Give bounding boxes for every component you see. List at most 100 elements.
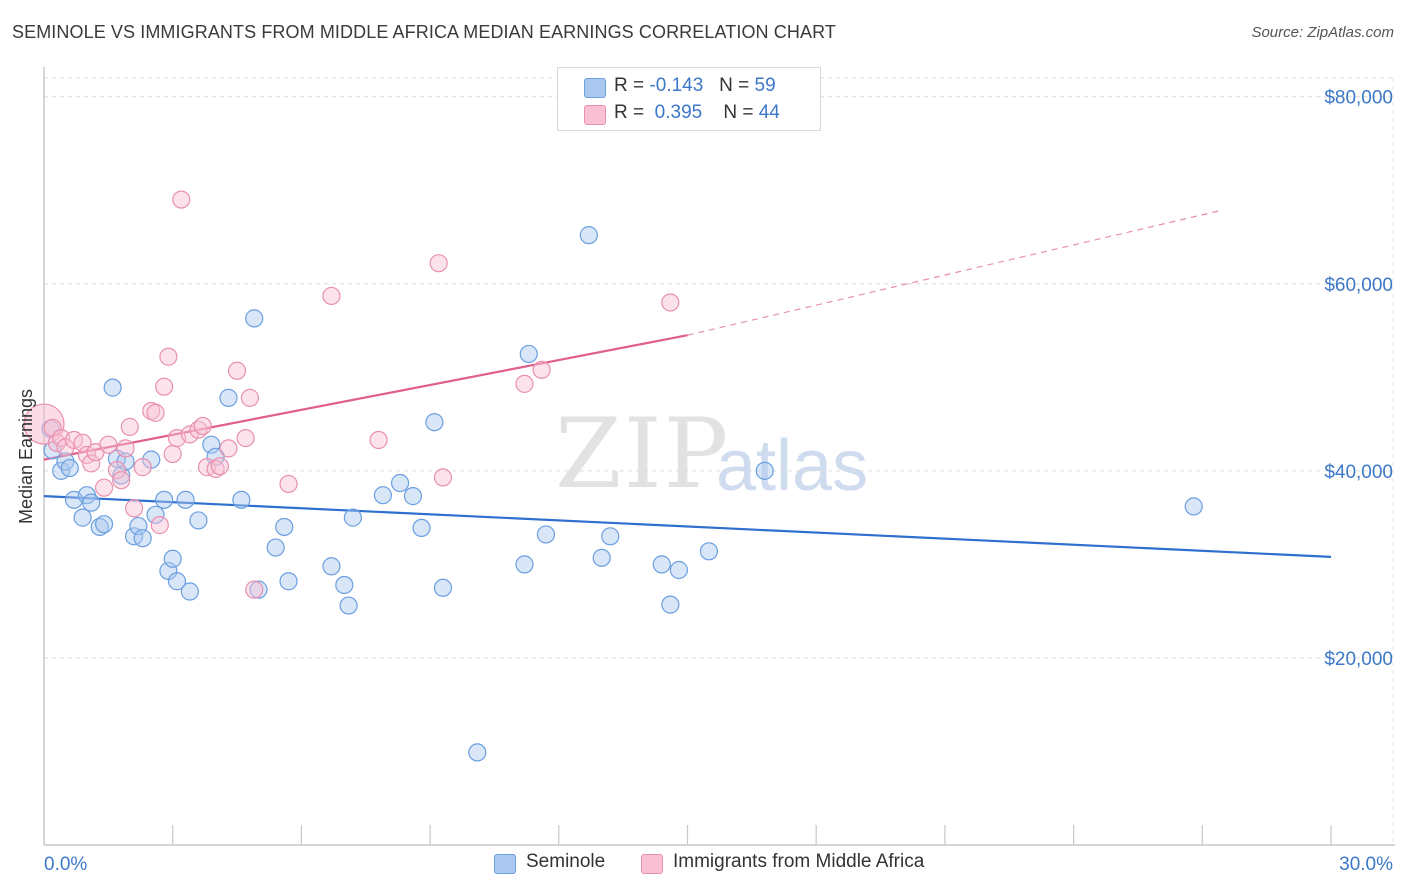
seminole-point [219, 388, 238, 407]
axis-labels: $20,000 $40,000 $60,000 $80,000 0.0% 30.0% Med… [16, 88, 1393, 875]
immigrants-point [245, 580, 264, 599]
x-tick-label: 30.0% [1339, 854, 1393, 875]
legend-text-immigrants: R = 0.395 N = 44 [614, 102, 780, 123]
seminole-trend-line [43, 495, 1332, 559]
bottom-legend-swatch-seminole [494, 854, 516, 874]
y-tick-label: $20,000 [1324, 649, 1393, 670]
immigrants-point [159, 347, 178, 366]
legend-n-value: 44 [758, 102, 780, 123]
y-axis-title: Median Earnings [16, 389, 36, 524]
bottom-legend-label-immigrants: Immigrants from Middle Africa [673, 851, 925, 872]
y-tick-label: $40,000 [1324, 462, 1393, 483]
immigrants-point [107, 460, 127, 480]
immigrants-point [369, 430, 388, 450]
seminole-point [163, 549, 182, 568]
immigrants-point [193, 416, 212, 436]
y-tick-label: $80,000 [1324, 88, 1393, 109]
y-tick-label: $60,000 [1324, 275, 1393, 296]
axes [43, 67, 1395, 846]
immigrants-point [219, 439, 238, 458]
immigrants-point [146, 403, 165, 422]
chart-title: SEMINOLE VS IMMIGRANTS FROM MIDDLE AFRIC… [12, 22, 836, 42]
seminole-point [73, 508, 92, 527]
immigrants-point [322, 286, 341, 306]
seminole-point [652, 555, 671, 574]
immigrants-point [172, 190, 191, 209]
seminole-point [601, 527, 620, 546]
legend-text-seminole: R = -0.143 N = 59 [614, 75, 776, 96]
seminole-point [335, 575, 354, 595]
seminole-point [155, 490, 174, 509]
seminole-point [536, 525, 556, 544]
seminole-point [519, 344, 538, 364]
immigrants-point [532, 360, 551, 379]
immigrants-point [661, 293, 680, 312]
x-tick-label: 0.0% [44, 854, 87, 875]
immigrants-point [82, 454, 101, 473]
seminole-point [180, 582, 199, 601]
seminole-point [339, 596, 358, 615]
bottom-legend-swatch-immigrants [641, 854, 663, 874]
immigrants-point [163, 444, 182, 464]
seminole-point [343, 508, 362, 527]
immigrants-point [433, 468, 453, 487]
seminole-point [699, 542, 719, 561]
seminole-point [133, 529, 152, 548]
seminole-point [94, 515, 114, 534]
immigrants-trend-extension [687, 210, 1220, 336]
seminole-point [189, 511, 208, 530]
seminole-point [176, 490, 195, 509]
seminole-point [1184, 497, 1203, 516]
legend-r-value: 0.395 [654, 102, 703, 123]
legend-swatch-seminole [584, 78, 606, 98]
immigrants-point [94, 478, 114, 497]
seminole-point [232, 490, 251, 509]
data-points [23, 190, 1203, 762]
seminole-point [275, 517, 294, 537]
trend-lines [43, 210, 1332, 559]
seminole-point [103, 378, 122, 397]
seminole-point [412, 518, 431, 538]
immigrants-point [155, 377, 174, 396]
seminole-point [82, 493, 101, 512]
seminole-point [579, 226, 598, 245]
seminole-point [755, 461, 774, 480]
seminole-point [60, 458, 79, 478]
seminole-point [661, 595, 680, 614]
correlation-legend: R = -0.143 N = 59 R = 0.395 N = 44 [557, 67, 821, 131]
immigrants-point [133, 458, 152, 477]
grid-lines [44, 77, 1395, 845]
seminole-point [373, 486, 393, 505]
seminole-point [433, 578, 453, 597]
seminole-point [425, 413, 444, 432]
seminole-point [468, 743, 487, 762]
watermark-atlas: atlas [716, 426, 869, 506]
legend-swatch-immigrants [584, 105, 606, 125]
seminole-point [249, 580, 268, 599]
seminole-point [167, 572, 187, 591]
seminole-point [592, 548, 611, 567]
seminole-point [279, 572, 298, 591]
immigrants-point [210, 457, 229, 476]
chart-source: Source: ZipAtlas.com [1251, 24, 1394, 41]
immigrants-point [116, 439, 135, 458]
immigrants-point [124, 499, 144, 518]
legend-r-value: -0.143 [649, 75, 704, 96]
immigrants-point [429, 254, 448, 273]
immigrants-point [236, 429, 255, 448]
seminole-point [245, 309, 264, 328]
immigrants-point [150, 516, 169, 535]
immigrants-point [99, 435, 118, 454]
seminole-point [266, 538, 285, 557]
seminole-point [515, 555, 534, 574]
immigrants-point [227, 361, 247, 380]
seminole-point [322, 557, 341, 576]
immigrants-point [120, 417, 139, 436]
immigrants-point [180, 425, 199, 444]
immigrants-trend-line [43, 334, 688, 461]
seminole-point [390, 473, 410, 493]
immigrants-point [112, 471, 131, 490]
immigrants-point [279, 474, 298, 494]
watermark-zip: ZIP [555, 398, 731, 510]
